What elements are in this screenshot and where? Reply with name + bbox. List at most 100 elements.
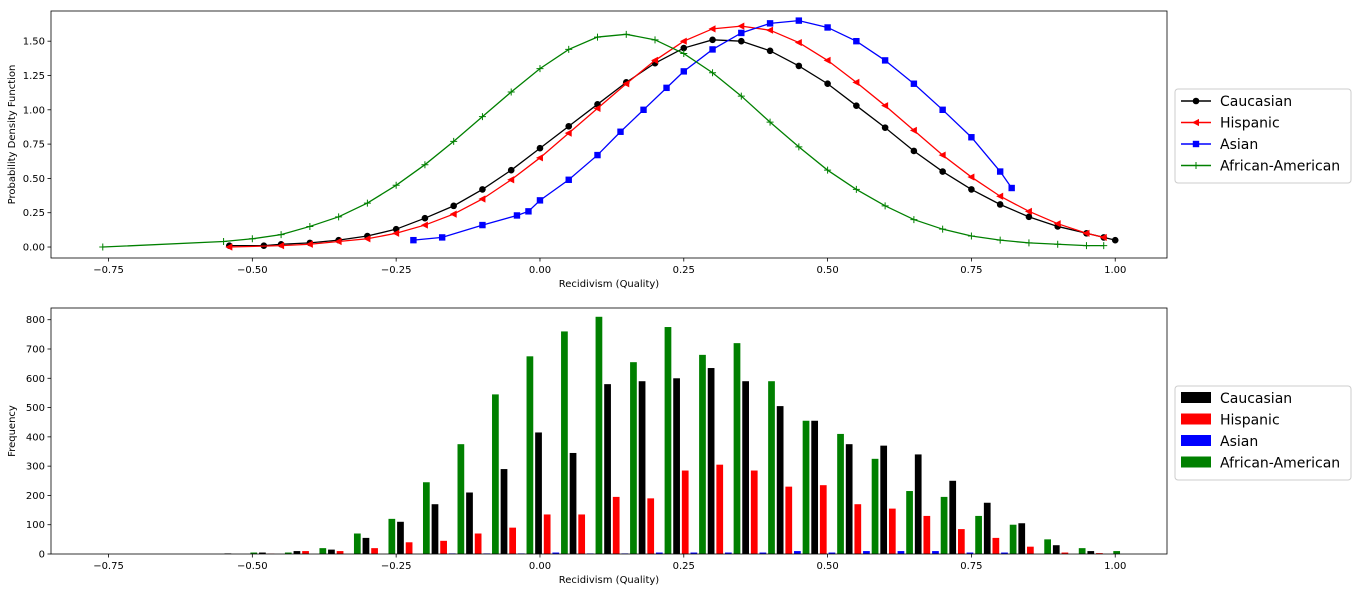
pdf-point-hispanic: [622, 80, 630, 88]
pdf-point-hispanic: [651, 56, 659, 64]
pdf-x-tick-label: −0.25: [381, 265, 412, 276]
pdf-point-african-american: [766, 118, 774, 126]
pdf-point-caucasian: [795, 62, 803, 70]
freq-bar-caucasian: [293, 551, 301, 554]
pdf-y-tick-label: 1.00: [23, 105, 45, 116]
pdf-point-asian: [824, 24, 831, 31]
freq-bar-asian: [932, 551, 939, 554]
freq-bar-hispanic: [923, 515, 931, 554]
freq-bar-asian: [828, 552, 836, 554]
frequency-bar-chart: −0.75 −0.50 −0.25 0.00 0.25 0.50 0.75 1.00 0 100 2…: [7, 307, 1168, 586]
pdf-point-hispanic: [1053, 220, 1061, 228]
freq-legend-label-hispanic: Hispanic: [1220, 413, 1280, 429]
freq-bar-african-american: [768, 381, 775, 554]
pdf-point-hispanic: [708, 25, 716, 33]
freq-bar-caucasian: [1087, 551, 1095, 554]
pdf-point-asian: [594, 151, 601, 159]
pdf-point-asian: [640, 106, 647, 113]
freq-bar-african-american: [837, 433, 844, 554]
pdf-point-african-american: [651, 36, 659, 44]
freq-x-tick-label: −0.50: [237, 561, 268, 572]
pdf-line-asian: [413, 19, 1013, 241]
pdf-point-hispanic: [909, 126, 917, 134]
pdf-legend-label-hispanic: Hispanic: [1220, 116, 1280, 132]
pdf-point-asian: [525, 208, 532, 215]
freq-bar-hispanic: [474, 533, 482, 554]
pdf-point-african-american: [881, 202, 889, 210]
freq-bar-caucasian: [535, 432, 542, 554]
pdf-point-african-american: [220, 238, 228, 246]
pdf-point-hispanic: [535, 154, 543, 162]
freq-bar-caucasian: [742, 381, 749, 554]
pdf-point-caucasian: [479, 186, 486, 193]
pdf-axes-frame: [50, 10, 1168, 259]
freq-bar-caucasian: [707, 368, 715, 554]
freq-bar-african-american: [353, 533, 361, 554]
pdf-point-african-american: [1100, 242, 1108, 250]
freq-bar-caucasian: [845, 444, 853, 554]
freq-legend-swatch-asian: [1181, 435, 1211, 446]
freq-x-tick-label: 0.00: [529, 561, 551, 572]
pdf-x-tick-label: 0.00: [529, 265, 551, 276]
freq-bar-african-american: [492, 394, 499, 554]
freq-bar-african-american: [422, 482, 430, 554]
pdf-point-asian: [479, 221, 486, 229]
pdf-point-african-american: [421, 161, 429, 169]
pdf-line-caucasian: [229, 39, 1116, 247]
pdf-point-caucasian: [910, 147, 918, 155]
pdf-legend-label-asian: Asian: [1220, 137, 1258, 153]
freq-y-tick-label: 800: [26, 315, 45, 326]
pdf-point-asian: [410, 236, 417, 244]
freq-legend-label-asian: Asian: [1220, 434, 1258, 450]
pdf-point-african-american: [565, 45, 573, 53]
freq-bar-caucasian: [431, 504, 439, 554]
pdf-point-hispanic: [996, 192, 1004, 200]
pdf-point-asian: [795, 17, 803, 24]
freq-y-tick-label: 600: [26, 374, 45, 385]
pdf-point-african-american: [1025, 239, 1033, 247]
freq-bar-african-american: [561, 331, 568, 554]
pdf-point-caucasian: [536, 144, 544, 152]
freq-bar-caucasian: [880, 445, 888, 554]
pdf-x-tick-label: −0.75: [93, 265, 124, 276]
pdf-point-asian: [766, 20, 774, 27]
freq-bar-african-american: [1044, 539, 1051, 554]
pdf-point-hispanic: [420, 221, 428, 229]
freq-legend-swatch-caucasian: [1181, 392, 1211, 403]
freq-bar-hispanic: [405, 542, 413, 554]
freq-bar-african-american: [975, 515, 982, 554]
pdf-point-african-american: [1082, 242, 1090, 250]
pdf-point-african-american: [99, 243, 107, 251]
freq-bar-asian: [759, 552, 767, 554]
pdf-legend-label-caucasian: Caucasian: [1220, 94, 1292, 110]
pdf-point-african-american: [248, 235, 256, 243]
pdf-point-hispanic: [564, 129, 572, 137]
freq-bar-hispanic: [957, 529, 965, 554]
pdf-point-asian: [565, 176, 572, 183]
freq-bar-asian: [552, 552, 560, 554]
freq-bar-asian: [897, 551, 905, 554]
freq-legend-label-caucasian: Caucasian: [1220, 391, 1292, 407]
pdf-point-hispanic: [449, 210, 457, 218]
pdf-x-tick-label: 1.00: [1104, 265, 1126, 276]
freq-bar-hispanic: [819, 485, 827, 554]
pdf-point-asian: [939, 106, 946, 113]
freq-x-tick-label: 1.00: [1104, 561, 1126, 572]
pdf-point-asian: [536, 197, 544, 204]
pdf-point-caucasian: [1025, 213, 1033, 221]
freq-bar-caucasian: [1018, 523, 1026, 554]
pdf-point-hispanic: [1024, 207, 1032, 215]
freq-y-tick-label: 400: [26, 432, 45, 443]
freq-bar-asian: [863, 551, 870, 554]
freq-bar-asian: [690, 552, 698, 554]
pdf-y-tick-label: 0.00: [23, 243, 45, 254]
freq-bar-asian: [725, 552, 732, 554]
freq-bar-african-american: [1009, 524, 1017, 554]
pdf-legend-marker-asian: [1192, 140, 1200, 148]
freq-bar-hispanic: [681, 470, 689, 554]
pdf-point-caucasian: [680, 44, 688, 52]
pdf-plot-area: [99, 17, 1119, 251]
pdf-point-hispanic: [938, 151, 946, 159]
freq-bar-african-american: [871, 458, 879, 554]
